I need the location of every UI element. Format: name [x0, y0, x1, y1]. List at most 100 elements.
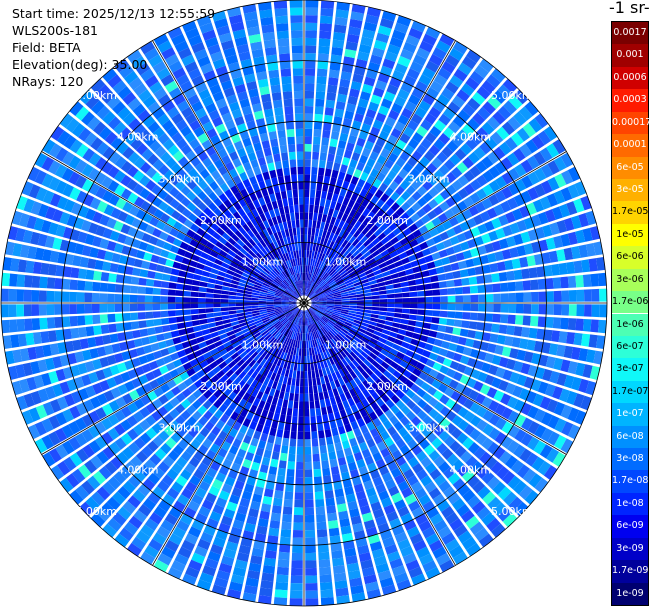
range-gate-cell	[457, 483, 471, 497]
range-gate-cell	[133, 469, 147, 483]
range-gate-cell	[337, 256, 345, 264]
range-gate-cell	[364, 299, 373, 303]
range-gate-cell	[320, 452, 329, 462]
range-gate-cell	[533, 151, 547, 166]
range-gate-cell	[99, 282, 109, 292]
range-gate-cell	[206, 288, 215, 294]
range-gate-cell	[558, 331, 568, 344]
range-gate-cell	[305, 15, 318, 24]
range-gate-cell	[270, 372, 277, 381]
range-gate-cell	[384, 320, 393, 327]
range-gate-cell	[322, 359, 329, 368]
range-gate-cell	[299, 340, 302, 349]
range-gate-cell	[297, 288, 302, 297]
range-ring-label: 1.00km	[325, 339, 367, 352]
range-gate-cell	[228, 303, 236, 307]
range-gate-cell	[277, 286, 285, 292]
range-gate-cell	[68, 171, 81, 185]
range-gate-cell	[128, 205, 140, 217]
range-gate-cell	[292, 370, 297, 379]
range-gate-cell	[440, 296, 448, 303]
range-gate-cell	[250, 159, 259, 169]
range-gate-cell	[177, 438, 189, 450]
range-gate-cell	[245, 284, 254, 290]
range-gate-cell	[182, 303, 191, 309]
range-gate-cell	[356, 195, 365, 205]
range-gate-cell	[165, 362, 176, 372]
range-gate-cell	[262, 425, 271, 435]
range-gate-cell	[313, 251, 318, 260]
range-gate-cell	[567, 318, 577, 331]
range-gate-cell	[421, 426, 432, 438]
range-gate-cell	[218, 383, 228, 393]
range-gate-cell	[34, 421, 47, 436]
range-gate-cell	[455, 344, 465, 354]
range-gate-cell	[314, 322, 320, 330]
range-gate-cell	[130, 285, 139, 294]
range-gate-cell	[267, 353, 274, 362]
range-gate-cell	[282, 245, 288, 254]
range-gate-cell	[435, 372, 446, 382]
range-gate-cell	[112, 491, 126, 505]
range-gate-cell	[474, 266, 484, 275]
range-gate-cell	[316, 321, 322, 329]
range-gate-cell	[189, 373, 200, 383]
range-gate-cell	[227, 533, 241, 545]
range-gate-cell	[295, 378, 300, 387]
range-gate-cell	[339, 164, 348, 174]
range-gate-cell	[481, 156, 494, 169]
range-gate-cell	[309, 242, 314, 251]
range-gate-cell	[150, 254, 160, 264]
range-ring-label: 4.00km	[449, 131, 491, 144]
range-gate-cell	[274, 389, 281, 398]
range-gate-cell	[75, 417, 87, 431]
range-gate-cell	[140, 551, 156, 565]
range-gate-cell	[515, 303, 524, 314]
range-gate-cell	[345, 41, 358, 51]
range-gate-cell	[507, 314, 516, 325]
range-gate-cell	[75, 175, 87, 189]
range-gate-cell	[461, 320, 470, 329]
range-gate-cell	[288, 228, 294, 237]
range-gate-cell	[102, 446, 115, 460]
range-gate-cell	[46, 277, 56, 289]
range-gate-cell	[360, 424, 369, 435]
range-gate-cell	[315, 276, 321, 284]
range-gate-cell	[428, 53, 443, 67]
range-gate-cell	[48, 448, 62, 463]
range-gate-cell	[185, 566, 200, 579]
range-gate-cell	[304, 257, 307, 266]
range-gate-cell	[342, 348, 350, 356]
range-gate-cell	[250, 500, 261, 511]
range-gate-cell	[578, 244, 589, 258]
range-gate-cell	[92, 358, 102, 370]
range-gate-cell	[217, 148, 228, 159]
range-gate-cell	[546, 143, 560, 158]
range-gate-cell	[219, 266, 228, 273]
range-gate-cell	[411, 573, 426, 586]
range-gate-cell	[141, 445, 154, 458]
range-gate-cell	[289, 0, 303, 8]
range-gate-cell	[513, 111, 527, 126]
range-gate-cell	[330, 54, 342, 64]
range-gate-cell	[364, 268, 374, 275]
range-gate-cell	[513, 480, 527, 495]
range-gate-cell	[420, 214, 431, 225]
range-gate-cell	[275, 15, 289, 25]
range-gate-cell	[487, 441, 500, 455]
range-gate-cell	[34, 170, 47, 185]
range-gate-cell	[270, 512, 281, 522]
range-gate-cell	[93, 270, 102, 281]
range-gate-cell	[386, 231, 396, 241]
range-gate-cell	[391, 102, 403, 114]
range-gate-cell	[290, 267, 295, 275]
range-gate-cell	[309, 393, 314, 402]
range-gate-cell	[258, 222, 266, 231]
range-gate-cell	[492, 481, 506, 495]
range-gate-cell	[327, 84, 338, 94]
range-gate-cell	[490, 461, 504, 475]
range-gate-cell	[243, 401, 252, 411]
range-gate-cell	[197, 303, 206, 309]
range-gate-cell	[492, 89, 507, 104]
range-gate-cell	[61, 440, 75, 455]
